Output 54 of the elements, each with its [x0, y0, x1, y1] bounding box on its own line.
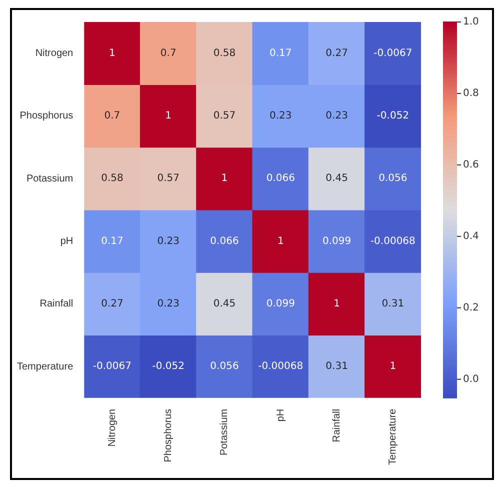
data-label: 0.056 [378, 173, 408, 184]
data-label: 0.066 [210, 236, 239, 247]
y-tick-label: Potassium [26, 173, 74, 184]
data-label: 0.23 [326, 110, 348, 122]
color-bar-label: 0.0 [463, 374, 479, 385]
x-tick-label: pH [275, 408, 286, 422]
data-label: 0.45 [326, 173, 348, 184]
data-label: 0.099 [266, 298, 295, 310]
data-label: 1 [390, 361, 396, 372]
y-tick-label: Phosphorus [20, 110, 74, 122]
data-label: 0.58 [101, 173, 124, 184]
data-label: -0.052 [152, 361, 184, 372]
data-label: 1 [334, 298, 340, 310]
data-label: 0.57 [213, 110, 236, 122]
x-tick-label: Temperature [388, 408, 399, 466]
color-bar-label: 1.0 [463, 16, 479, 28]
data-label: 0.27 [326, 48, 348, 59]
data-label: -0.0067 [374, 48, 412, 59]
data-label: 0.31 [326, 361, 348, 372]
x-tick-label: Potassium [219, 408, 230, 456]
x-tick-label: Nitrogen [106, 408, 118, 447]
color-bar-label: 0.8 [463, 88, 479, 100]
data-label: 0.31 [382, 298, 404, 310]
data-label: -0.00068 [258, 361, 304, 372]
data-label: 1 [277, 236, 284, 247]
color-bar-label: 0.4 [463, 230, 479, 242]
data-label: 0.45 [213, 298, 236, 310]
data-label: 0.58 [213, 48, 236, 59]
data-label: 1 [109, 48, 116, 59]
data-label: -0.00068 [370, 236, 416, 247]
data-label: 0.066 [266, 173, 295, 184]
color-bar-label: 0.2 [463, 302, 479, 314]
x-tick-label: Rainfall [332, 408, 343, 442]
x-tick-label: Phosphorus [163, 408, 174, 462]
data-label: 0.23 [157, 298, 180, 310]
data-label: 0.099 [322, 236, 352, 247]
y-tick-label: Temperature [16, 361, 74, 372]
data-label: 0.23 [270, 110, 292, 122]
color-bar-label: 0.6 [463, 160, 479, 171]
data-label: -0.0067 [92, 361, 132, 372]
data-label: 0.7 [104, 110, 120, 122]
data-label: -0.052 [376, 110, 410, 122]
data-label: 1 [221, 173, 228, 184]
data-label: 1 [165, 110, 172, 122]
y-tick-label: Rainfall [40, 298, 74, 310]
data-label: 0.27 [101, 298, 124, 310]
data-label: 0.056 [210, 361, 239, 372]
y-tick-label: pH [60, 236, 74, 248]
data-label: 0.23 [157, 236, 180, 247]
data-label: 0.57 [157, 173, 180, 184]
data-label: 0.7 [160, 48, 176, 59]
data-label: 0.17 [101, 236, 124, 247]
data-label: 0.17 [270, 48, 292, 59]
y-tick-label: Nitrogen [35, 48, 74, 60]
